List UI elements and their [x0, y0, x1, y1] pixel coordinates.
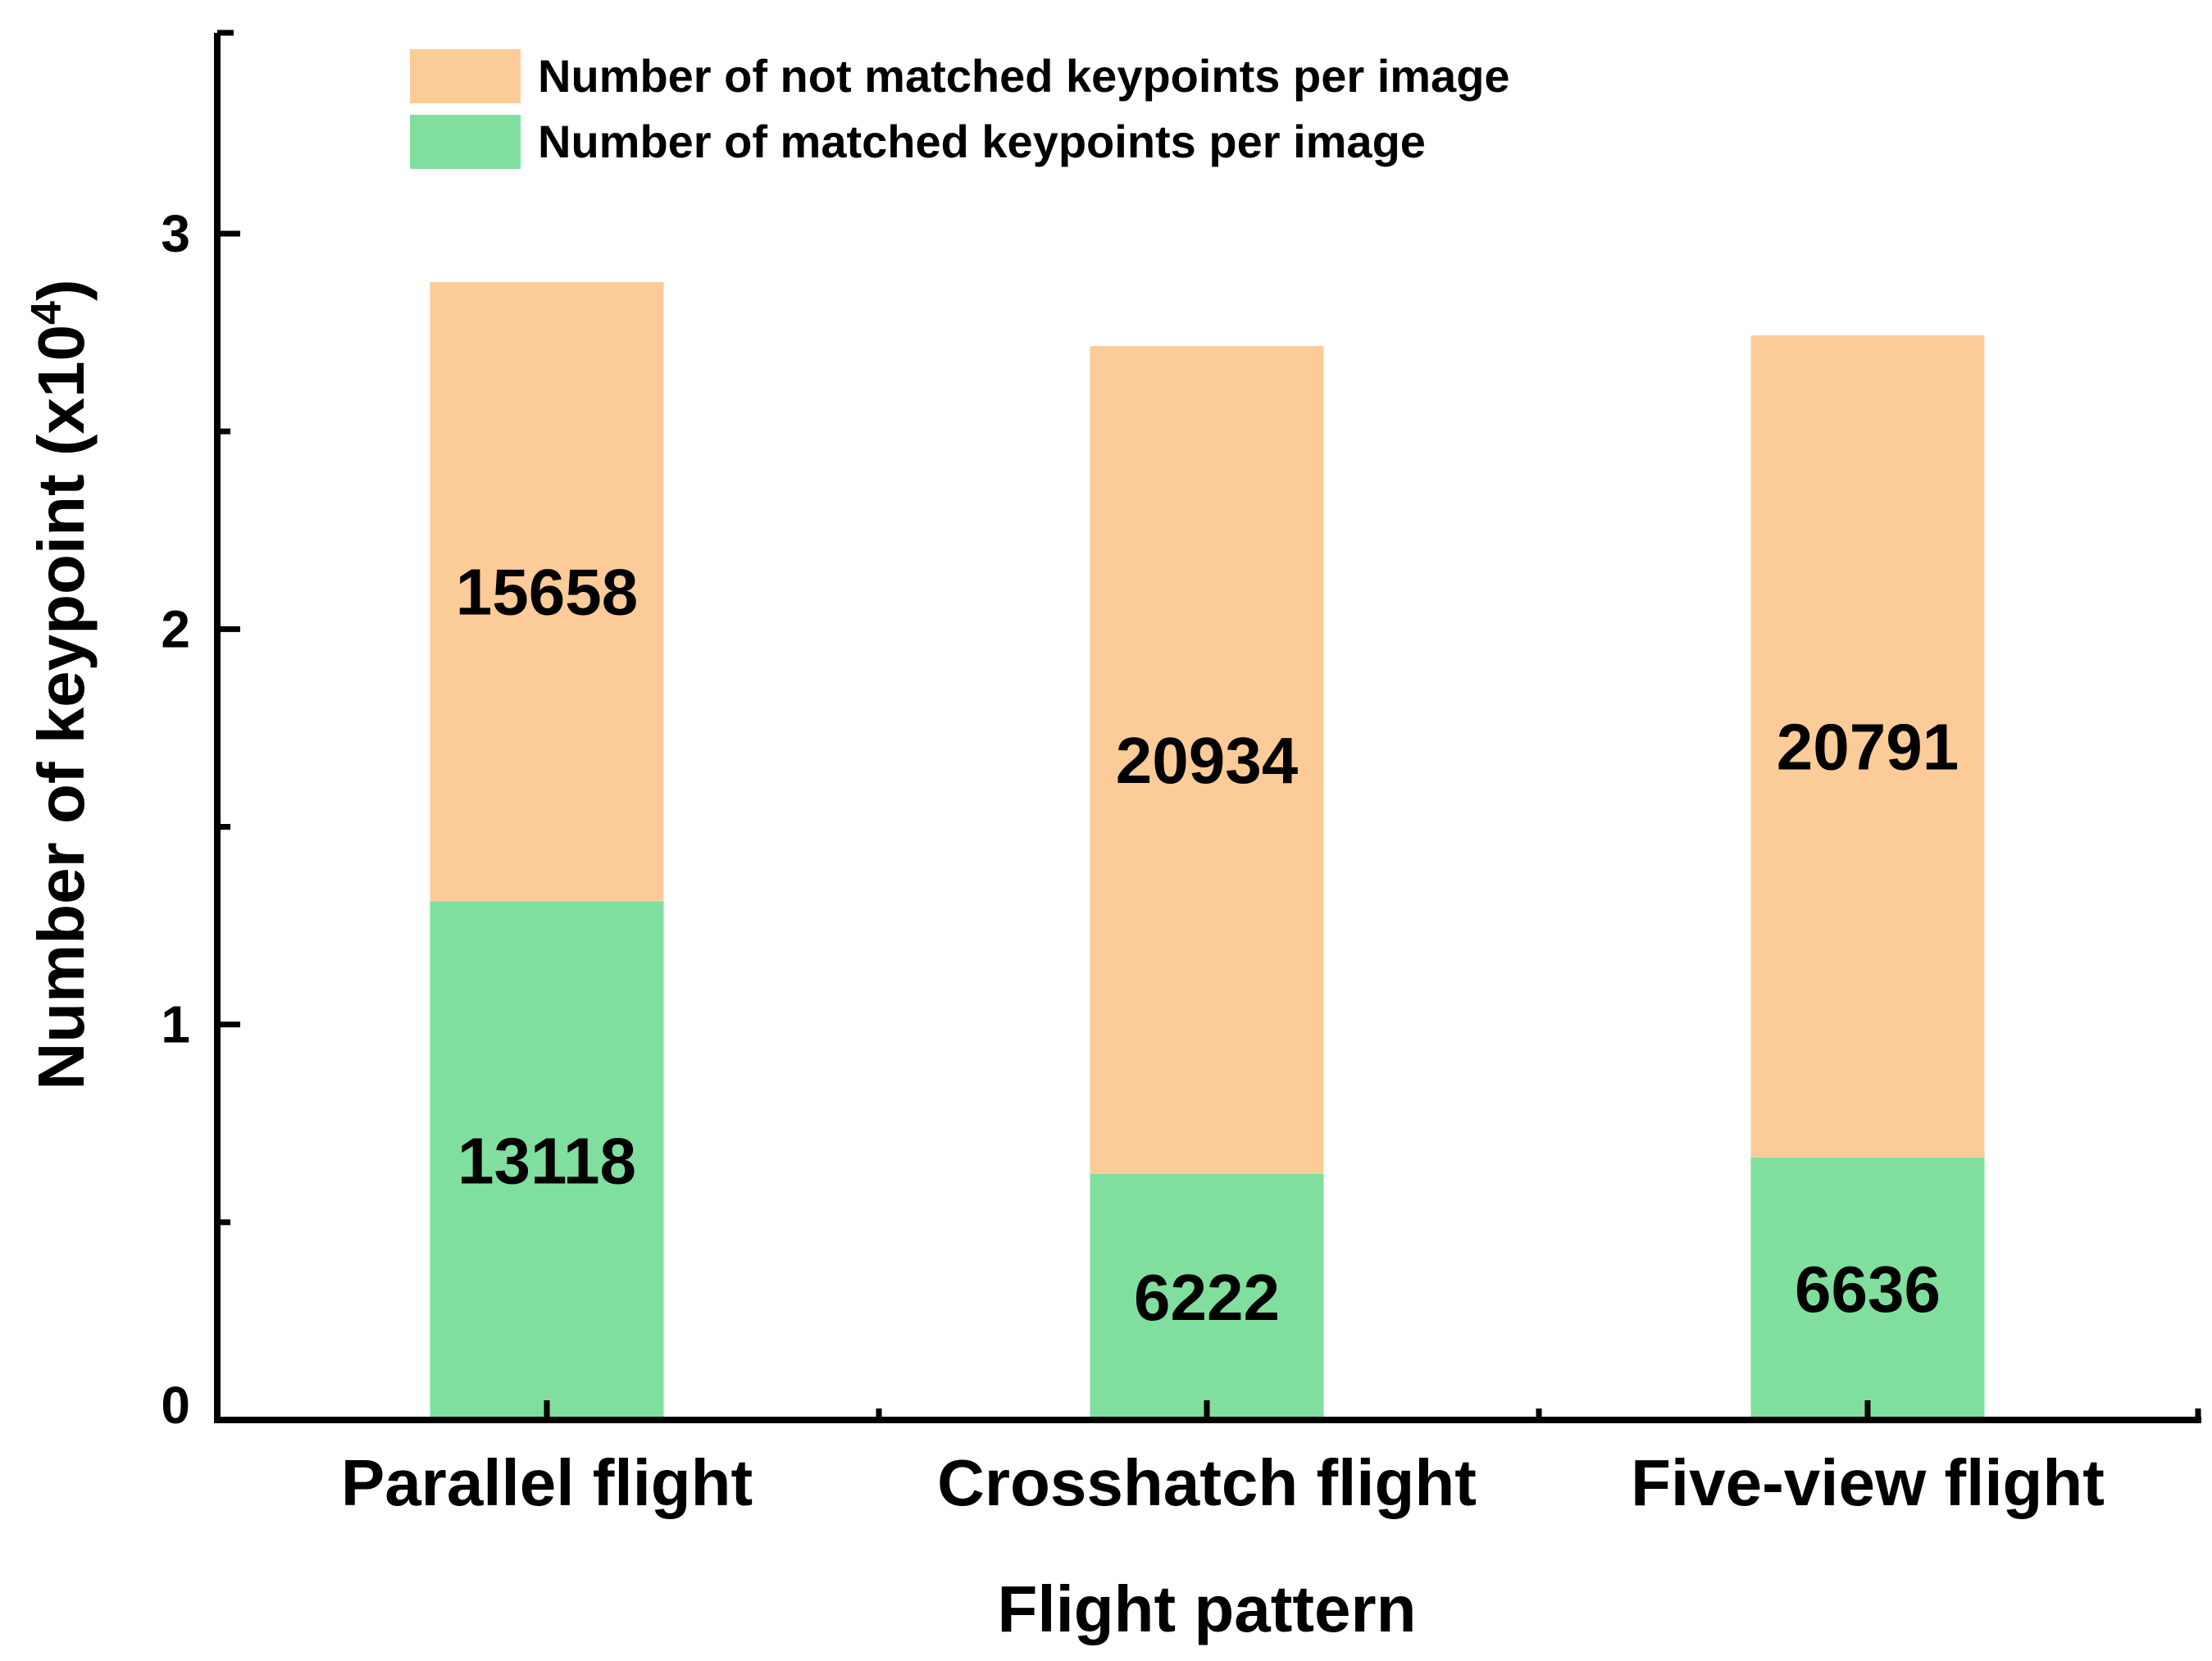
y-tick-label-4: 3: [161, 204, 190, 263]
x-axis-title: Flight pattern: [997, 1572, 1416, 1645]
axes: Parallel flight Crosshatch flight Five-vie…: [161, 30, 2201, 1519]
y-axis-title-suffix: ): [25, 279, 98, 301]
data-label-not-matched-1: 15658: [456, 556, 638, 629]
y-axis-title: Number of keypoint (x104): [23, 279, 98, 1090]
data-label-not-matched-2: 20934: [1116, 724, 1299, 797]
y-axis-title-exponent: 4: [23, 301, 71, 325]
data-label-matched-1: 13118: [457, 1125, 636, 1198]
y-axis-title-text: Number of keypoint (x10: [25, 325, 98, 1090]
data-label-not-matched-3: 20791: [1777, 711, 1959, 784]
y-tick-label-1: 0: [161, 1376, 190, 1435]
bar-not-matched-2: [1090, 346, 1324, 1174]
legend-label-2: Number of matched keypoints per image: [538, 116, 1426, 167]
x-tick-label-1: Parallel flight: [341, 1446, 753, 1519]
bar-matched-1: [430, 901, 664, 1420]
x-tick-label-2: Crosshatch flight: [937, 1446, 1477, 1519]
y-tick-label-3: 2: [161, 599, 190, 658]
bar-matched-2: [1090, 1173, 1324, 1420]
y-tick-label-2: 1: [161, 995, 190, 1054]
bar-matched-3: [1750, 1157, 1985, 1420]
data-label-matched-2: 6222: [1134, 1261, 1280, 1334]
plot-area: 13118 15658 6222 20934 6636 20791: [430, 282, 1985, 1420]
legend-swatch-1: [410, 49, 521, 103]
legend-label-1: Number of not matched keypoints per imag…: [538, 50, 1510, 102]
data-label-matched-3: 6636: [1795, 1253, 1941, 1326]
x-tick-label-3: Five-view flight: [1631, 1446, 2105, 1519]
legend-swatch-2: [410, 115, 521, 169]
bar-not-matched-1: [430, 282, 664, 902]
legend: Number of not matched keypoints per imag…: [410, 49, 1510, 169]
bar-not-matched-3: [1750, 335, 1985, 1158]
